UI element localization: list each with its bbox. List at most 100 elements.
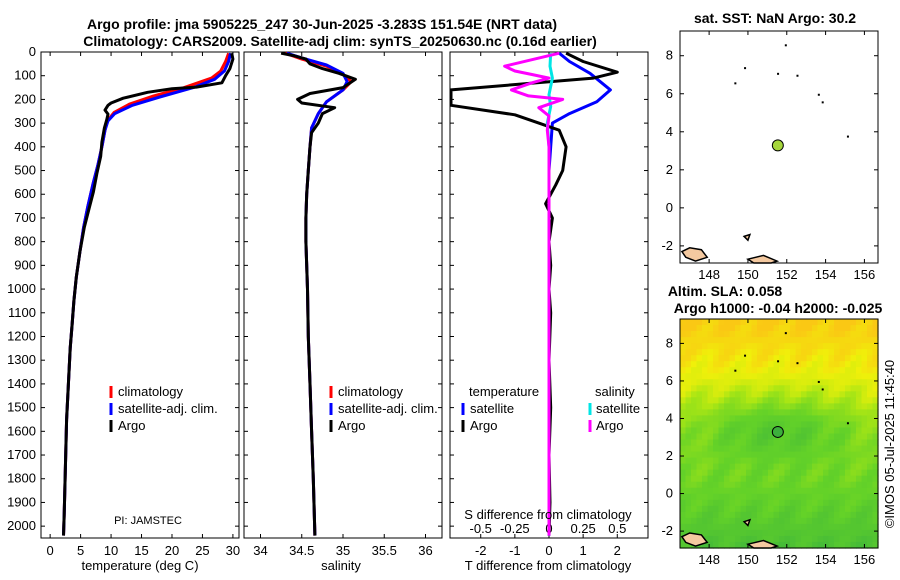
sla-cell (845, 493, 852, 501)
sla-cell (867, 541, 874, 549)
sla-cell (729, 373, 736, 380)
sla-cell (696, 481, 703, 489)
sla-cell (795, 355, 802, 362)
sla-cell (828, 319, 835, 326)
sla-map-land (680, 332, 849, 549)
sla-cell (872, 331, 879, 338)
sla-cell (702, 445, 709, 453)
sla-cell (680, 337, 687, 344)
sla-cell (707, 445, 714, 453)
sla-cell (861, 505, 868, 513)
sla-cell (740, 427, 747, 435)
sla-cell (856, 349, 863, 356)
sla-cell (779, 487, 786, 495)
sla-cell (773, 529, 780, 537)
sla-cell (740, 337, 747, 344)
lat-tick-label: 6 (666, 86, 673, 101)
sla-cell (817, 367, 824, 374)
sla-cell (762, 409, 769, 417)
sla-cell (801, 535, 808, 543)
x-tick-label: 34.5 (289, 543, 314, 558)
sla-cell (834, 361, 841, 368)
sla-cell (867, 529, 874, 537)
sla-cell (779, 385, 786, 392)
sla-cell (779, 541, 786, 549)
sla-cell (790, 469, 797, 477)
sla-cell (718, 499, 725, 507)
sla-cell (834, 529, 841, 537)
sla-cell (762, 337, 769, 344)
sla-cell (685, 541, 692, 549)
sla-map-lat-ticks: -2 0 2 4 6 8 (661, 335, 878, 538)
sla-cell (773, 361, 780, 368)
sla-map: -2 0 2 4 6 8 148 150 152 154 156 (661, 318, 879, 567)
sla-cell (680, 427, 687, 435)
sla-cell (823, 361, 830, 368)
sla-cell (828, 523, 835, 531)
sla-cell (702, 337, 709, 344)
sla-cell (806, 331, 813, 338)
sla-cell (751, 409, 758, 417)
sla-cell (839, 529, 846, 537)
sla-cell (872, 505, 879, 513)
sla-cell (685, 421, 692, 429)
sla-cell (740, 487, 747, 495)
lon-tick-label: 156 (854, 267, 876, 282)
sla-cell (724, 469, 731, 477)
sla-cell (795, 367, 802, 374)
sla-cell (735, 325, 742, 332)
sla-cell (773, 463, 780, 471)
sla-cell (867, 415, 874, 423)
sla-cell (806, 409, 813, 417)
depth-tick-label: 400 (14, 139, 36, 154)
sla-cell (757, 457, 764, 465)
depth-tick-label: 800 (14, 234, 36, 249)
sla-cell (779, 523, 786, 531)
sla-cell (685, 373, 692, 380)
sla-cell (812, 529, 819, 537)
sla-cell (735, 367, 742, 374)
sla-cell (729, 391, 736, 398)
sla-cell (696, 403, 703, 410)
sla-cell (696, 361, 703, 368)
sla-cell (768, 517, 775, 525)
sla-cell (735, 457, 742, 465)
sla-cell (718, 505, 725, 513)
sla-cell (713, 355, 720, 362)
sla-cell (696, 421, 703, 429)
s-difference-x-label: S difference from climatology (464, 507, 632, 522)
sla-cell (779, 463, 786, 471)
sla-cell (724, 343, 731, 350)
sla-cell (784, 475, 791, 483)
sla-cell (762, 439, 769, 447)
sla-cell (828, 469, 835, 477)
sla-cell (872, 421, 879, 429)
sla-cell (718, 415, 725, 423)
sla-cell (834, 403, 841, 410)
sla-cell (795, 415, 802, 423)
sla-cell (812, 427, 819, 435)
sla-cell (784, 529, 791, 537)
sla-cell (696, 517, 703, 525)
sla-cell (729, 499, 736, 507)
sla-cell (839, 445, 846, 453)
sla-cell (806, 463, 813, 471)
sla-cell (729, 427, 736, 435)
sla-cell (746, 361, 753, 368)
legend-s-satellite: satellite (596, 401, 640, 416)
sla-cell (735, 385, 742, 392)
sla-cell (685, 355, 692, 362)
sla-cell (779, 517, 786, 525)
sla-cell (724, 361, 731, 368)
sla-cell (735, 349, 742, 356)
sla-cell (806, 367, 813, 374)
sla-cell (850, 361, 857, 368)
sla-cell (696, 319, 703, 326)
depth-tick-label: 100 (14, 68, 36, 83)
sla-cell (834, 451, 841, 459)
sla-cell (751, 397, 758, 404)
sla-cell (768, 361, 775, 368)
sla-cell (856, 445, 863, 453)
sla-cell (740, 397, 747, 404)
sla-cell (729, 523, 736, 531)
